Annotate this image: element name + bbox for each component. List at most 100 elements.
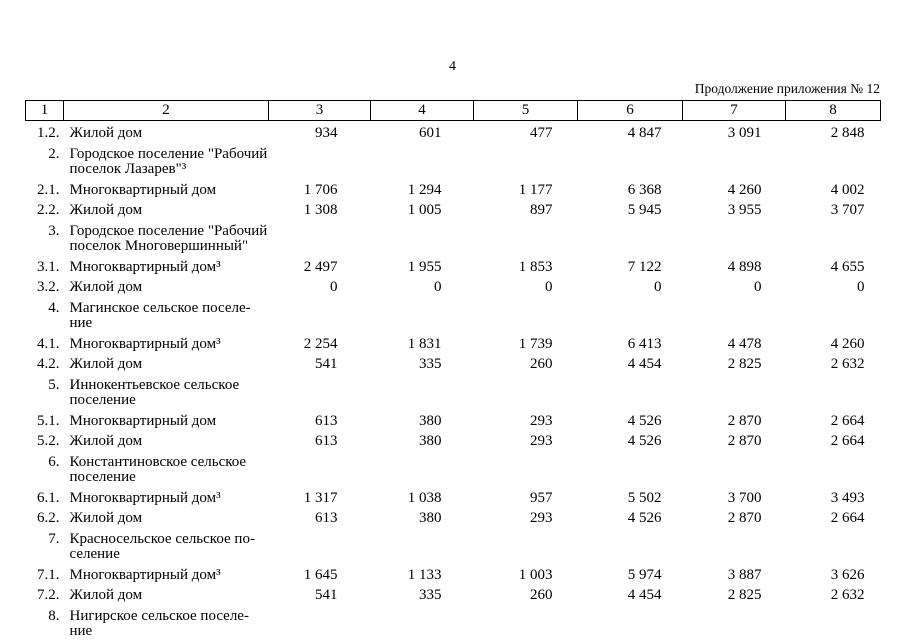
row-value-col8: 2 848 <box>830 125 865 141</box>
row-value-col7: 3 887 <box>727 566 762 583</box>
row-value-col7: 2 825 <box>727 356 762 372</box>
row-item-number: 6. <box>48 453 60 470</box>
column-header-4: 4 <box>370 100 474 121</box>
row-value-col7 <box>683 450 786 486</box>
row-value-col6: 4 526 <box>627 433 662 449</box>
table-row: 3.1. Многоквартирный дом³ 2 497 1 955 1 … <box>26 255 881 276</box>
row-value-col4: 1 955 <box>407 258 442 275</box>
row-name: Красносельское сельское по- селение <box>69 530 255 562</box>
row-value-col8: 2 664 <box>830 433 865 449</box>
row-value-col8 <box>786 604 881 640</box>
row-value-col7: 2 870 <box>727 433 762 449</box>
row-value-col4: 0 <box>434 279 442 295</box>
table-body: 1.2. Жилой дом 934 601 477 4 847 3 091 2… <box>26 121 881 640</box>
row-value-col4: 335 <box>419 356 442 372</box>
row-value-col5: 1 003 <box>518 566 553 583</box>
row-name: Жилой дом <box>69 510 143 526</box>
row-value-col3 <box>269 296 371 332</box>
table-row: 2.2. Жилой дом 1 308 1 005 897 5 945 3 9… <box>26 198 881 219</box>
continuation-caption: Продолжение приложения № 12 <box>694 81 880 96</box>
row-value-col4 <box>371 527 474 563</box>
row-value-col4: 1 133 <box>407 566 442 583</box>
row-value-col7: 4 260 <box>727 181 762 198</box>
row-value-col5: 1 739 <box>518 335 553 352</box>
table-header-row: 1 2 3 4 5 6 7 8 <box>25 100 881 121</box>
row-value-col6: 4 847 <box>627 125 662 141</box>
row-value-col5: 1 177 <box>518 181 553 198</box>
row-value-col5 <box>474 296 578 332</box>
row-value-col5: 293 <box>530 510 553 526</box>
row-value-col3: 2 254 <box>303 335 338 352</box>
row-value-col5: 293 <box>530 433 553 449</box>
row-value-col4: 380 <box>419 412 442 429</box>
row-value-col7 <box>683 142 786 178</box>
row-value-col3: 2 497 <box>303 258 338 275</box>
row-value-col7 <box>683 373 786 409</box>
row-value-col8: 3 626 <box>830 566 865 583</box>
row-value-col5 <box>474 527 578 563</box>
row-value-col6 <box>578 527 683 563</box>
row-value-col5 <box>474 142 578 178</box>
row-item-number: 2.1. <box>37 181 60 198</box>
row-item-number: 7.1. <box>37 566 60 583</box>
row-name: Многоквартирный дом³ <box>69 258 221 275</box>
row-value-col4 <box>371 142 474 178</box>
row-item-number: 6.2. <box>37 510 60 526</box>
row-value-col8: 3 707 <box>830 202 865 218</box>
row-value-col6 <box>578 604 683 640</box>
row-value-col7: 3 700 <box>727 489 762 506</box>
row-value-col3: 613 <box>315 433 338 449</box>
column-header-3: 3 <box>268 100 371 121</box>
row-value-col8 <box>786 219 881 255</box>
column-header-1: 1 <box>25 100 64 121</box>
row-value-col3 <box>269 142 371 178</box>
row-value-col5: 260 <box>530 587 553 603</box>
table-row: 7. Красносельское сельское по- селение <box>26 527 881 563</box>
row-item-number: 5.2. <box>37 433 60 449</box>
row-name: Многоквартирный дом³ <box>69 489 221 506</box>
column-header-8: 8 <box>785 100 881 121</box>
row-value-col4 <box>371 450 474 486</box>
row-value-col3 <box>269 527 371 563</box>
row-value-col8: 0 <box>857 279 865 295</box>
row-value-col3: 0 <box>330 279 338 295</box>
row-value-col8: 2 632 <box>830 587 865 603</box>
row-name: Иннокентьевское сельское поселение <box>69 376 240 408</box>
row-value-col7 <box>683 527 786 563</box>
row-value-col3: 1 706 <box>303 181 338 198</box>
table-row: 3. Городское поселение "Рабочий поселок … <box>26 219 881 255</box>
row-value-col4: 1 831 <box>407 335 442 352</box>
row-value-col5: 260 <box>530 356 553 372</box>
row-value-col8 <box>786 450 881 486</box>
row-item-number: 6.1. <box>37 489 60 506</box>
row-value-col4 <box>371 373 474 409</box>
table-row: 3.2. Жилой дом 0 0 0 0 0 0 <box>26 275 881 296</box>
row-value-col6 <box>578 219 683 255</box>
table-row: 6.2. Жилой дом 613 380 293 4 526 2 870 2… <box>26 506 881 527</box>
table-row: 4.2. Жилой дом 541 335 260 4 454 2 825 2… <box>26 352 881 373</box>
row-value-col5: 0 <box>545 279 553 295</box>
table-row: 5.1. Многоквартирный дом 613 380 293 4 5… <box>26 409 881 430</box>
row-name: Нигирское сельское поселе- ние <box>69 607 249 639</box>
row-item-number: 8. <box>48 607 60 624</box>
row-value-col8 <box>786 296 881 332</box>
row-value-col7: 0 <box>754 279 762 295</box>
row-value-col6: 6 368 <box>627 181 662 198</box>
row-value-col3: 613 <box>315 510 338 526</box>
row-value-col8 <box>786 527 881 563</box>
row-name: Магинское сельское поселе- ние <box>69 299 251 331</box>
row-name: Жилой дом <box>69 279 143 295</box>
row-value-col7: 4 478 <box>727 335 762 352</box>
row-item-number: 7. <box>48 530 60 547</box>
row-value-col5 <box>474 373 578 409</box>
row-value-col6 <box>578 142 683 178</box>
row-value-col6: 5 945 <box>627 202 662 218</box>
row-item-number: 2.2. <box>37 202 60 218</box>
table-row: 2. Городское поселение "Рабочий поселок … <box>26 142 881 178</box>
table-row: 7.2. Жилой дом 541 335 260 4 454 2 825 2… <box>26 583 881 604</box>
row-value-col3: 613 <box>315 412 338 429</box>
row-name: Многоквартирный дом <box>69 181 217 198</box>
row-value-col4: 380 <box>419 510 442 526</box>
row-value-col7 <box>683 219 786 255</box>
row-value-col7: 2 870 <box>727 510 762 526</box>
